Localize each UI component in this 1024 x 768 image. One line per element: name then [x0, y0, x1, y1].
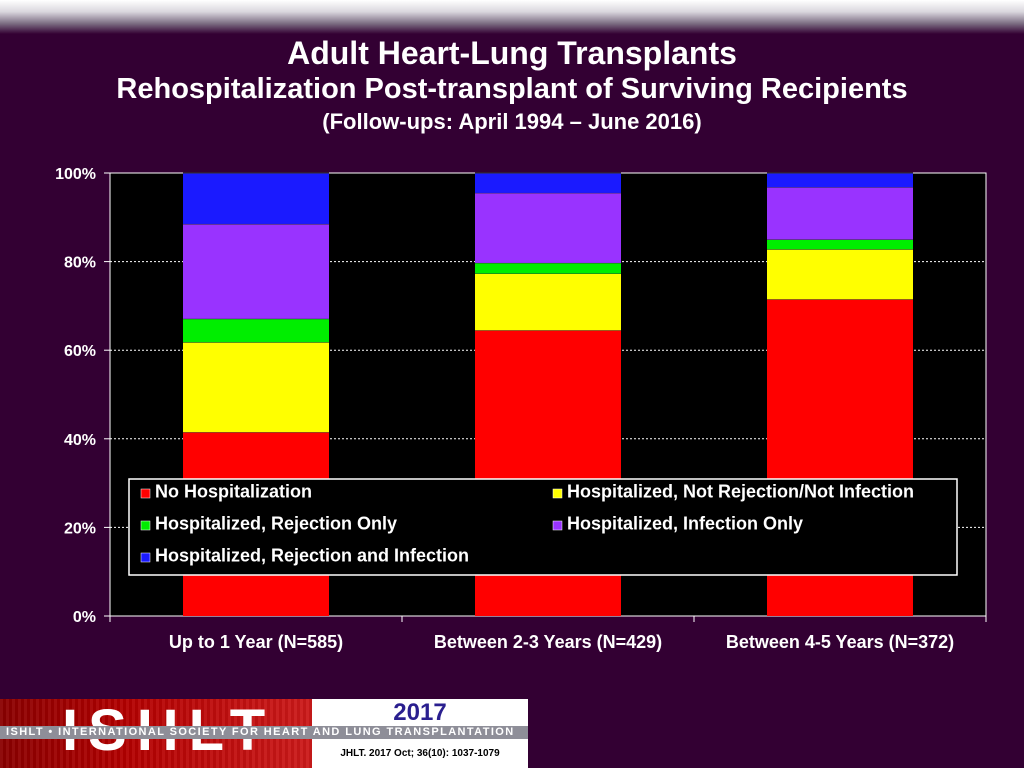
top-gradient-band: [0, 0, 1024, 34]
ishlt-logo-footer: ISHLT ISHLT • INTERNATIONAL SOCIETY FOR …: [0, 698, 528, 768]
bar-segment: [183, 318, 329, 343]
legend-label: No Hospitalization: [155, 482, 312, 502]
legend-label: Hospitalized, Not Rejection/Not Infectio…: [567, 482, 914, 502]
legend-box: [128, 478, 958, 576]
bar-segment: [767, 187, 913, 240]
bar-segment: [475, 273, 621, 331]
title-block: Adult Heart-Lung Transplants Rehospitali…: [0, 34, 1024, 138]
bar-segment: [475, 173, 621, 193]
x-category-label: Between 2-3 Years (N=429): [434, 632, 662, 652]
legend-label: Hospitalized, Rejection Only: [155, 514, 397, 534]
legend-label: Hospitalized, Rejection and Infection: [155, 546, 469, 566]
bar-segment: [767, 239, 913, 250]
y-tick-label: 40%: [64, 432, 96, 449]
chart-subtitle: Rehospitalization Post-transplant of Sur…: [116, 73, 908, 105]
bar-segment: [183, 173, 329, 224]
legend-swatch: [140, 488, 151, 499]
legend-label: Hospitalized, Infection Only: [567, 514, 803, 534]
chart-followup-range: (Follow-ups: April 1994 – June 2016): [322, 109, 702, 134]
ishlt-society-name: ISHLT • INTERNATIONAL SOCIETY FOR HEART …: [0, 726, 528, 739]
y-tick-label: 20%: [64, 520, 96, 537]
bar-segment: [183, 342, 329, 433]
x-category-label: Up to 1 Year (N=585): [169, 632, 343, 652]
bar-segment: [475, 262, 621, 274]
legend-swatch: [140, 520, 151, 531]
bar-segment: [767, 249, 913, 300]
journal-citation: JHLT. 2017 Oct; 36(10): 1037-1079: [340, 748, 500, 759]
bar-segment: [475, 192, 621, 263]
y-tick-label: 0%: [73, 609, 96, 626]
legend-swatch: [140, 552, 151, 563]
bar-segment: [183, 223, 329, 319]
y-tick-label: 100%: [55, 166, 96, 183]
x-category-label: Between 4-5 Years (N=372): [726, 632, 954, 652]
y-tick-label: 60%: [64, 343, 96, 360]
legend-swatch: [552, 488, 563, 499]
legend-swatch: [552, 520, 563, 531]
chart-title: Adult Heart-Lung Transplants: [287, 35, 737, 71]
bar-segment: [767, 173, 913, 188]
y-tick-label: 80%: [64, 255, 96, 272]
report-year: 2017: [393, 699, 447, 726]
